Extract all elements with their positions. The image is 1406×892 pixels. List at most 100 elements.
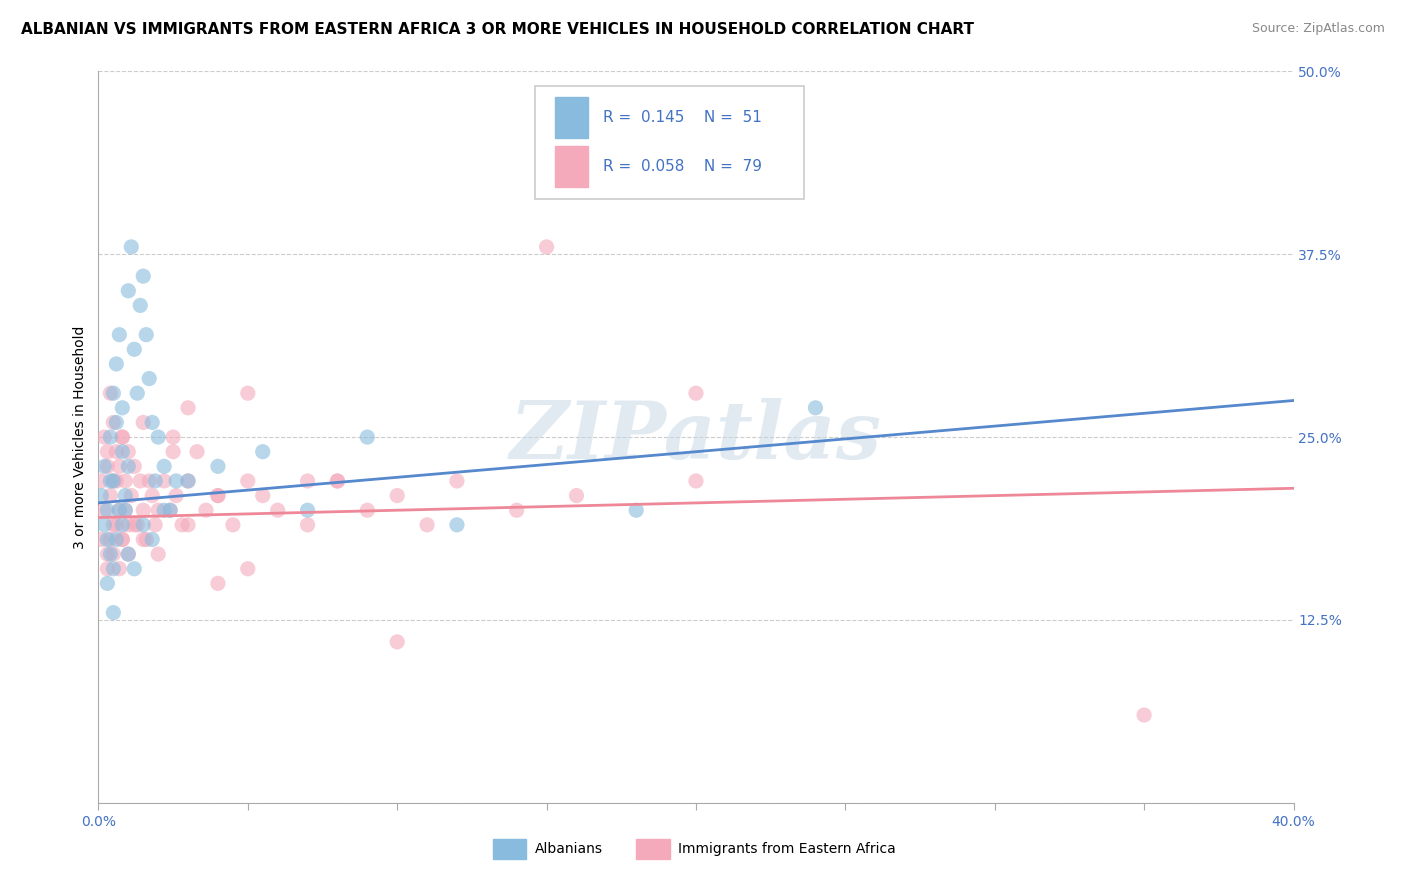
Point [105,517,128,532]
Point [120,240,142,254]
Text: Immigrants from Eastern Africa: Immigrants from Eastern Africa [678,842,896,856]
Point [127,386,149,401]
Point [129,474,152,488]
Point [129,298,152,312]
Point [114,503,136,517]
Point [195,503,218,517]
Point [177,474,200,488]
Point [98,547,122,561]
Point [124,517,146,532]
Point [105,357,128,371]
Point [93,459,115,474]
Point [96,547,118,561]
Point [236,386,259,401]
Point [326,474,349,488]
Point [356,430,378,444]
Point [103,547,125,561]
Text: ALBANIAN VS IMMIGRANTS FROM EASTERN AFRICA 3 OR MORE VEHICLES IN HOUSEHOLD CORRE: ALBANIAN VS IMMIGRANTS FROM EASTERN AFRI… [21,22,974,37]
Point [148,503,170,517]
Point [297,503,319,517]
Point [804,401,827,415]
Point [90,489,112,503]
Point [159,503,181,517]
Point [111,430,134,444]
Point [103,562,125,576]
Point [446,517,468,532]
Bar [555,146,589,186]
Point [114,503,136,517]
Point [162,430,184,444]
Point [153,459,176,474]
Text: R =  0.145    N =  51: R = 0.145 N = 51 [603,110,762,125]
Point [98,474,122,488]
Point [148,430,170,444]
Point [135,327,157,342]
Point [132,416,155,430]
Point [252,444,274,458]
Point [103,416,125,430]
Point [153,474,176,488]
Point [96,533,118,547]
Point [105,474,128,488]
Point [117,444,139,458]
Point [165,474,187,488]
Point [96,444,118,458]
Point [162,444,184,458]
Point [138,371,160,385]
Point [207,489,229,503]
Point [416,517,439,532]
Point [159,503,181,517]
Point [356,503,378,517]
Point [93,430,115,444]
Point [186,444,208,458]
Point [98,489,122,503]
Point [138,474,160,488]
Point [103,474,125,488]
Point [165,489,187,503]
Point [103,517,125,532]
FancyBboxPatch shape [534,86,804,200]
Point [111,430,134,444]
Point [141,489,163,503]
Point [385,635,409,649]
Y-axis label: 3 or more Vehicles in Household: 3 or more Vehicles in Household [73,326,87,549]
Point [117,459,139,474]
Point [108,503,131,517]
Point [236,562,259,576]
Point [141,533,163,547]
Point [207,459,229,474]
Point [93,503,115,517]
Point [207,489,229,503]
Point [565,489,588,503]
Point [93,517,115,532]
Point [108,327,131,342]
Point [685,386,707,401]
Point [177,401,200,415]
Point [132,517,155,532]
Point [132,503,155,517]
Point [141,416,163,430]
Point [117,547,139,561]
Point [96,562,118,576]
Point [120,489,142,503]
Point [536,240,558,254]
Point [236,474,259,488]
Point [124,459,146,474]
Point [153,503,176,517]
Point [177,517,200,532]
Point [172,517,194,532]
Point [124,343,146,357]
Point [297,474,319,488]
Point [132,269,155,284]
Point [105,444,128,458]
Point [108,459,131,474]
Point [117,517,139,532]
Point [385,489,409,503]
Point [103,474,125,488]
Point [96,503,118,517]
Point [124,562,146,576]
Bar [637,838,669,859]
Point [222,517,245,532]
Point [98,533,122,547]
Point [111,444,134,458]
